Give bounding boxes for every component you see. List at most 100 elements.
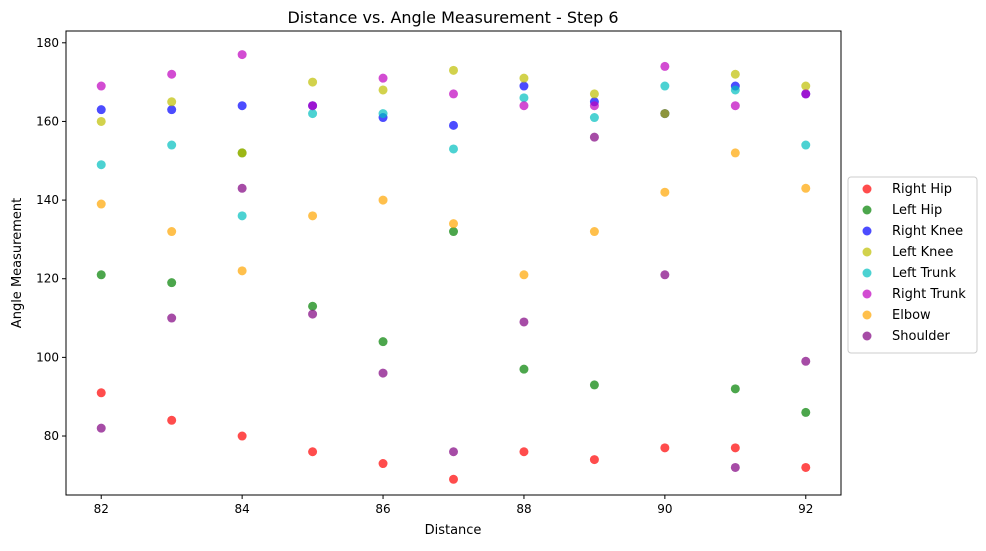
data-point — [660, 61, 670, 71]
series-left-hip — [96, 109, 811, 417]
x-tick-label: 90 — [657, 502, 672, 516]
data-point — [167, 313, 177, 323]
legend-marker — [862, 205, 872, 215]
data-point — [519, 364, 529, 374]
x-tick-label: 92 — [798, 502, 813, 516]
data-point — [519, 81, 529, 91]
legend-label: Left Hip — [892, 203, 942, 218]
data-point — [96, 270, 106, 280]
data-point — [237, 211, 247, 221]
data-point — [730, 69, 740, 79]
data-point — [660, 81, 670, 91]
data-point — [801, 89, 811, 99]
data-point — [308, 447, 318, 457]
series-right-trunk — [96, 50, 811, 111]
data-point — [660, 270, 670, 280]
x-tick-label: 82 — [94, 502, 109, 516]
data-point — [96, 388, 106, 398]
data-point — [308, 211, 318, 221]
data-point — [167, 69, 177, 79]
chart-title: Distance vs. Angle Measurement - Step 6 — [287, 8, 618, 27]
data-point — [308, 109, 318, 119]
data-point — [96, 199, 106, 209]
data-point — [519, 101, 529, 111]
data-point — [378, 195, 388, 205]
data-point — [589, 380, 599, 390]
plot-points — [96, 50, 811, 484]
data-point — [308, 77, 318, 87]
x-axis: 82 84 86 88 90 92 — [94, 495, 813, 516]
data-point — [801, 140, 811, 150]
series-shoulder — [96, 132, 811, 472]
legend-label: Left Trunk — [892, 266, 956, 281]
legend-marker — [862, 184, 872, 194]
data-point — [589, 455, 599, 465]
data-point — [96, 423, 106, 433]
y-axis-label: Angle Measurement — [10, 198, 25, 328]
legend-box — [847, 176, 978, 354]
series-elbow — [96, 148, 811, 280]
legend-marker — [862, 268, 872, 278]
data-point — [449, 65, 458, 75]
data-point — [167, 415, 177, 425]
data-point — [589, 101, 599, 111]
data-point — [96, 105, 106, 115]
y-tick-label: 120 — [36, 272, 59, 286]
data-point — [96, 116, 106, 126]
data-point — [449, 144, 458, 154]
legend-label: Right Hip — [892, 182, 952, 197]
data-point — [801, 407, 811, 417]
legend-label: Right Trunk — [892, 287, 966, 302]
data-point — [519, 93, 529, 103]
data-point — [519, 73, 529, 83]
data-point — [449, 474, 458, 484]
data-point — [237, 50, 247, 60]
data-point — [237, 101, 247, 111]
data-point — [378, 337, 388, 347]
y-tick-label: 140 — [36, 193, 59, 207]
data-point — [801, 81, 811, 91]
data-point — [589, 89, 599, 99]
data-point — [801, 183, 811, 193]
legend-marker — [862, 226, 872, 236]
data-point — [237, 266, 247, 276]
data-point — [519, 447, 529, 457]
data-point — [730, 85, 740, 95]
data-point — [167, 97, 177, 107]
data-point — [519, 317, 529, 327]
legend-marker — [862, 289, 872, 299]
legend: Right Hip Left Hip Right Knee Left Knee Left… — [847, 176, 978, 354]
data-point — [449, 89, 458, 99]
legend-marker — [862, 247, 872, 257]
series-right-knee — [96, 81, 811, 130]
data-point — [308, 301, 318, 311]
data-point — [730, 384, 740, 394]
legend-marker — [862, 310, 872, 320]
series-left-trunk — [96, 81, 811, 221]
data-point — [378, 85, 388, 95]
data-point — [449, 219, 458, 229]
data-point — [237, 148, 247, 158]
data-point — [660, 109, 670, 119]
data-point — [730, 148, 740, 158]
legend-label: Elbow — [892, 308, 931, 323]
plot-frame — [65, 30, 842, 496]
data-point — [308, 309, 318, 319]
data-point — [801, 462, 811, 472]
data-point — [801, 356, 811, 366]
data-point — [730, 462, 740, 472]
data-point — [730, 443, 740, 453]
y-tick-label: 100 — [36, 350, 59, 364]
data-point — [589, 227, 599, 237]
data-point — [96, 160, 106, 170]
data-point — [378, 109, 388, 119]
data-point — [237, 431, 247, 441]
data-point — [449, 447, 458, 457]
y-axis: 80 100 120 140 160 180 — [36, 36, 66, 443]
data-point — [167, 105, 177, 115]
x-tick-label: 86 — [375, 502, 390, 516]
legend-label: Left Knee — [892, 245, 953, 260]
data-point — [167, 140, 177, 150]
